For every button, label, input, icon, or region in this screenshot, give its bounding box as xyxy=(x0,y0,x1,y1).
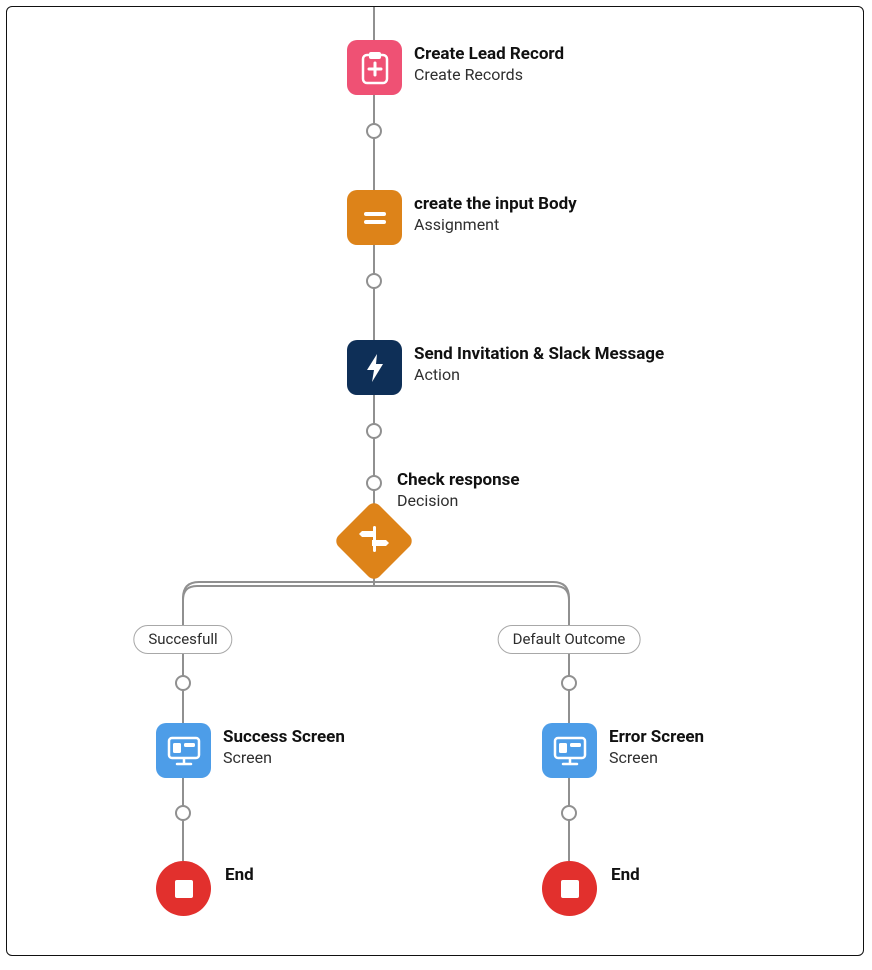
node-send-invitation[interactable]: Send Invitation & Slack Message Action xyxy=(347,340,664,395)
node-title: Success Screen xyxy=(223,727,345,748)
connector-dot[interactable] xyxy=(366,423,382,439)
branch-label-default[interactable]: Default Outcome xyxy=(498,625,641,654)
monitor-icon xyxy=(156,723,211,778)
node-end-left[interactable]: End xyxy=(156,861,254,916)
monitor-icon xyxy=(542,723,597,778)
node-title: Send Invitation & Slack Message xyxy=(414,344,664,365)
node-title: Create Lead Record xyxy=(414,44,564,65)
node-title: create the input Body xyxy=(414,194,577,215)
node-subtitle: Create Records xyxy=(414,65,564,85)
node-subtitle: Action xyxy=(414,365,664,385)
node-subtitle: Screen xyxy=(223,748,345,768)
equals-icon xyxy=(347,190,402,245)
node-title: End xyxy=(611,861,640,885)
connector-dot[interactable] xyxy=(561,805,577,821)
node-subtitle: Decision xyxy=(397,491,520,511)
node-subtitle: Assignment xyxy=(414,215,577,235)
stop-icon xyxy=(156,861,211,916)
stop-icon xyxy=(542,861,597,916)
node-check-response[interactable] xyxy=(345,512,403,570)
flow-canvas: Create Lead Record Create Records create… xyxy=(6,6,864,956)
node-create-lead[interactable]: Create Lead Record Create Records xyxy=(347,40,564,95)
node-end-right[interactable]: End xyxy=(542,861,640,916)
connector-dot[interactable] xyxy=(561,675,577,691)
node-error-screen[interactable]: Error Screen Screen xyxy=(542,723,704,778)
connector-dot[interactable] xyxy=(366,123,382,139)
node-title: Check response xyxy=(397,470,520,491)
node-success-screen[interactable]: Success Screen Screen xyxy=(156,723,345,778)
node-create-body[interactable]: create the input Body Assignment xyxy=(347,190,577,245)
bolt-icon xyxy=(347,340,402,395)
connector-dot[interactable] xyxy=(175,675,191,691)
node-subtitle: Screen xyxy=(609,748,704,768)
signpost-icon xyxy=(358,524,390,558)
clipboard-plus-icon xyxy=(347,40,402,95)
connector-dot[interactable] xyxy=(366,273,382,289)
connector-dot[interactable] xyxy=(175,805,191,821)
node-title: End xyxy=(225,861,254,885)
node-title: Error Screen xyxy=(609,727,704,748)
decision-label: Check response Decision xyxy=(397,470,520,511)
branch-label-success[interactable]: Succesfull xyxy=(133,625,232,654)
connector-dot[interactable] xyxy=(366,475,382,491)
